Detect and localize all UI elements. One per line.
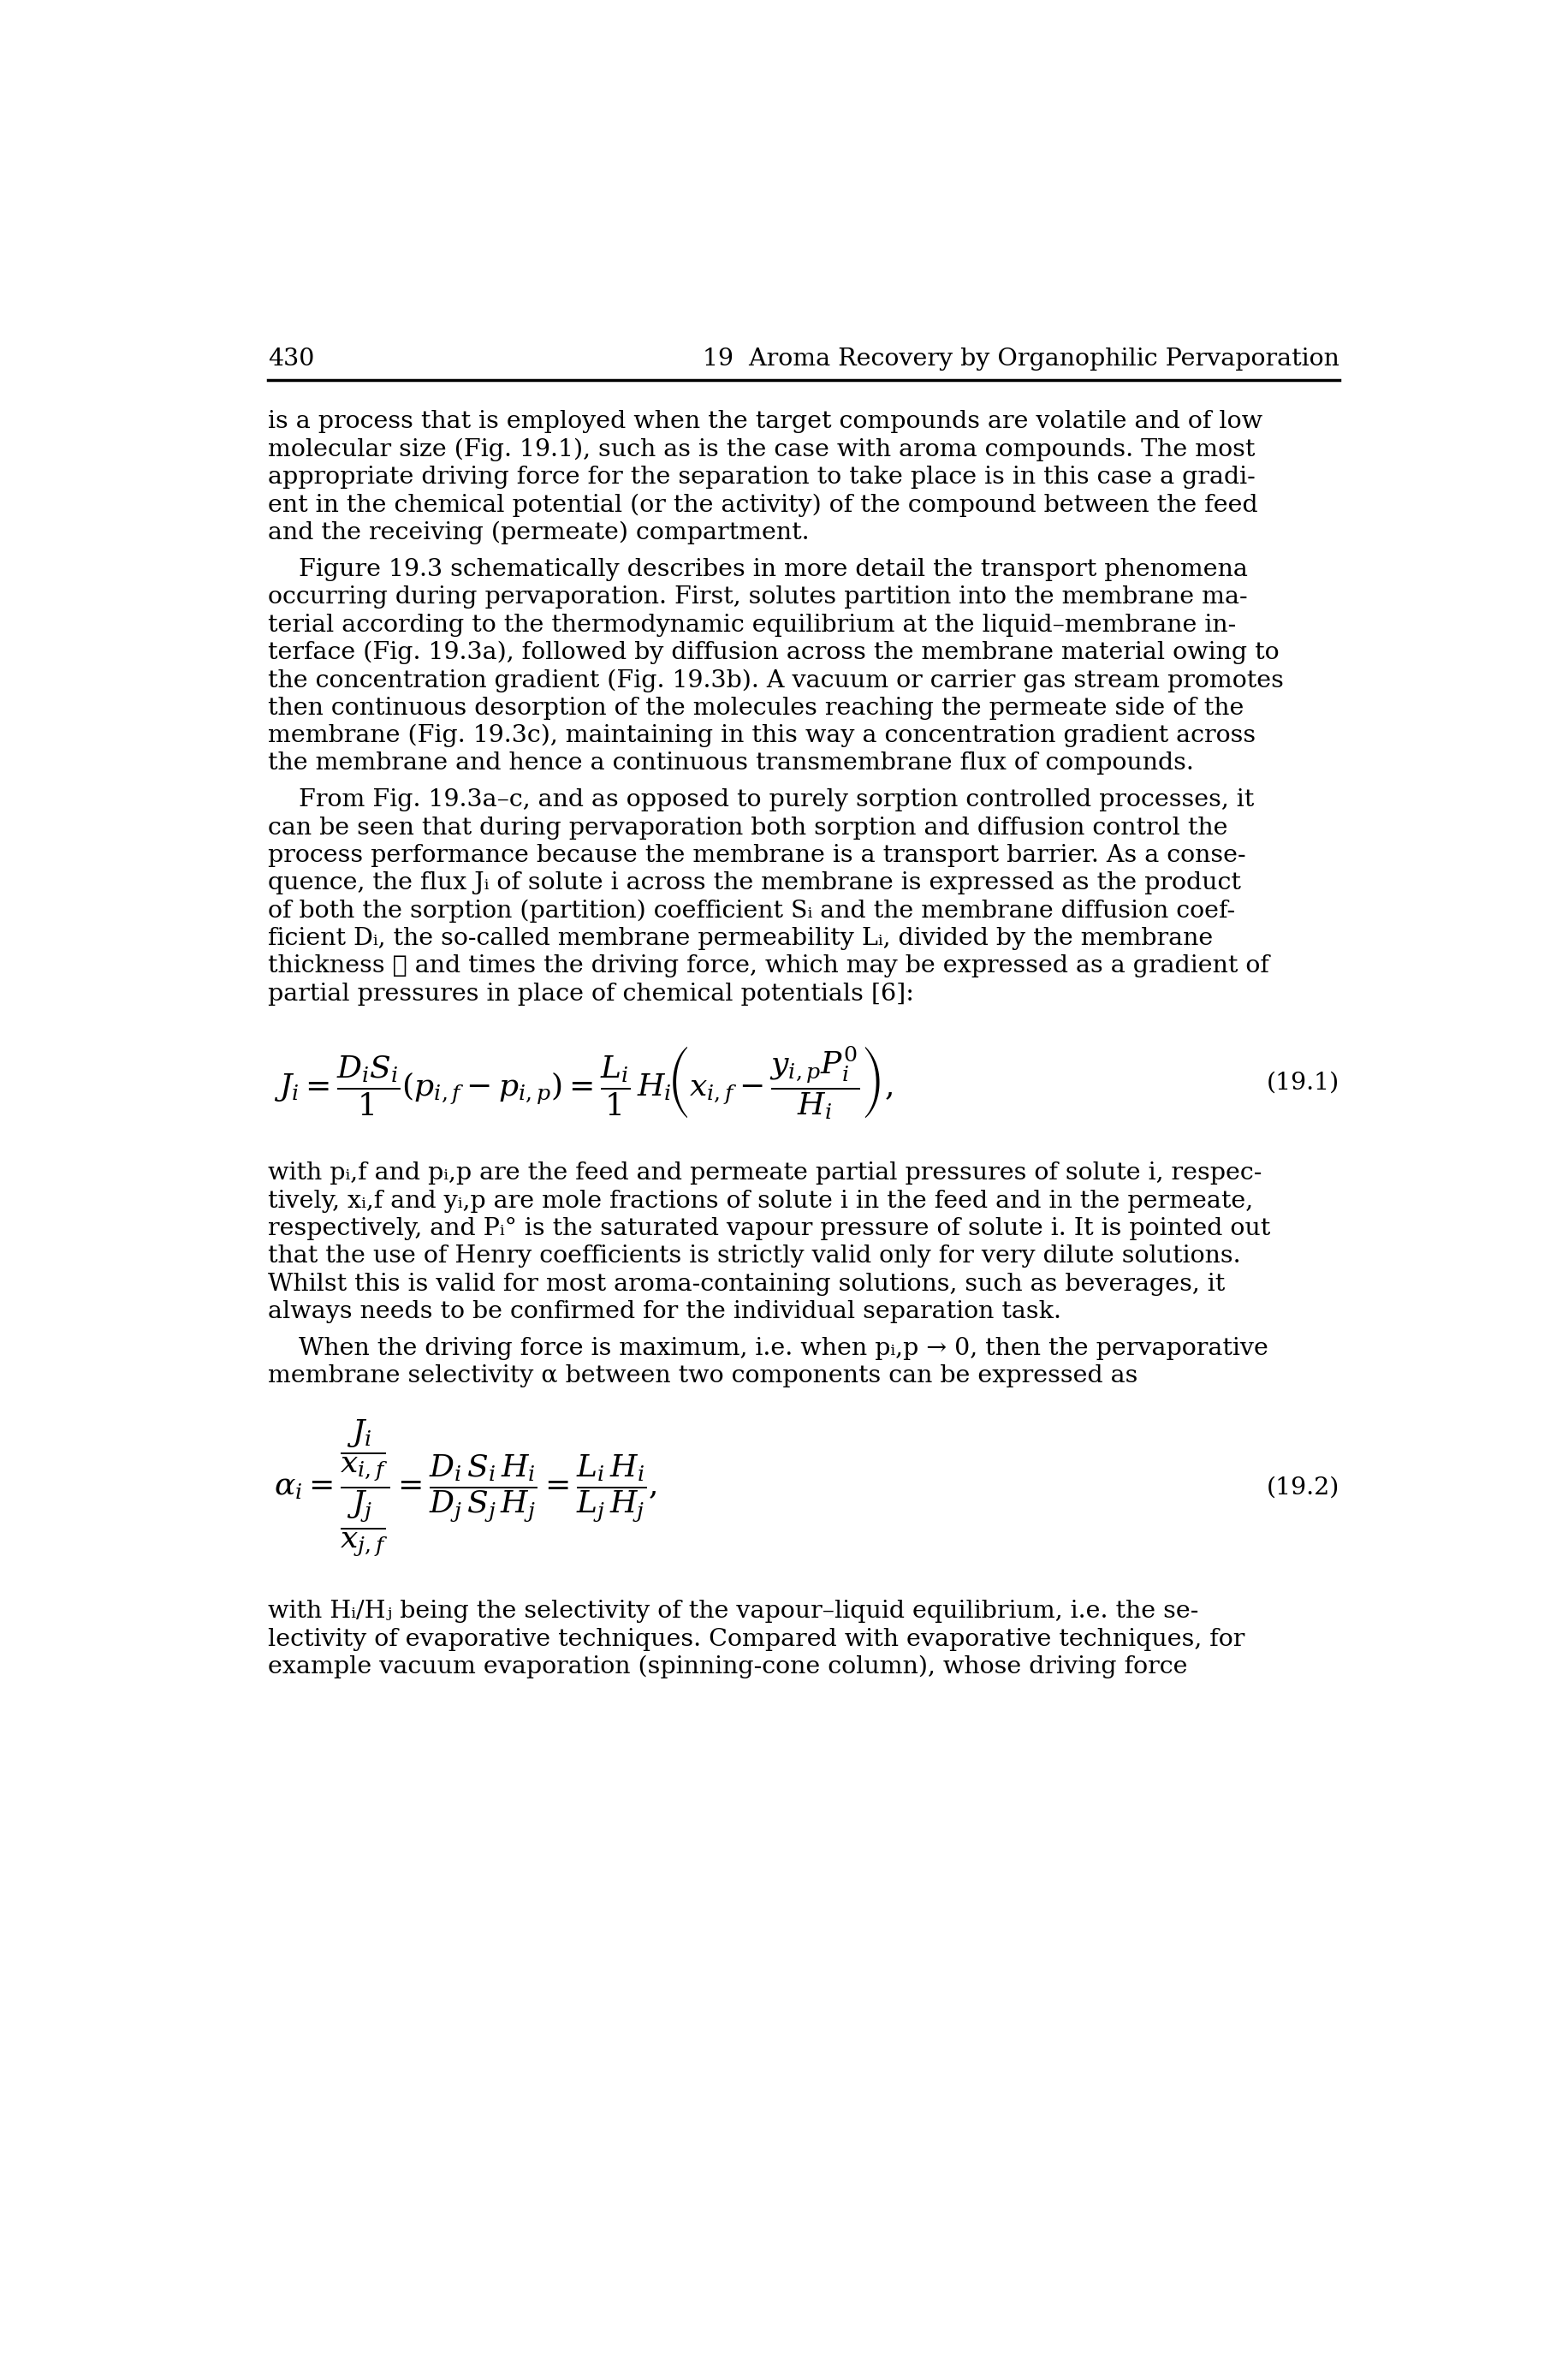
Text: terface (Fig. 19.3a), followed by diffusion across the membrane material owing t: terface (Fig. 19.3a), followed by diffus… — [268, 642, 1279, 665]
Text: From Fig. 19.3a–c, and as opposed to purely sorption controlled processes, it: From Fig. 19.3a–c, and as opposed to pur… — [268, 789, 1254, 813]
Text: that the use of Henry coefficients is strictly valid only for very dilute soluti: that the use of Henry coefficients is st… — [268, 1245, 1240, 1269]
Text: tively, xᵢ,f and yᵢ,p are mole fractions of solute i in the feed and in the perm: tively, xᵢ,f and yᵢ,p are mole fractions… — [268, 1190, 1253, 1212]
Text: ent in the chemical potential (or the activity) of the compound between the feed: ent in the chemical potential (or the ac… — [268, 494, 1258, 518]
Text: ficient Dᵢ, the so-called membrane permeability Lᵢ, divided by the membrane: ficient Dᵢ, the so-called membrane perme… — [268, 927, 1212, 950]
Text: the concentration gradient (Fig. 19.3b). A vacuum or carrier gas stream promotes: the concentration gradient (Fig. 19.3b).… — [268, 668, 1284, 691]
Text: Figure 19.3 schematically describes in more detail the transport phenomena: Figure 19.3 schematically describes in m… — [268, 558, 1248, 582]
Text: can be seen that during pervaporation both sorption and diffusion control the: can be seen that during pervaporation bo… — [268, 817, 1228, 839]
Text: the membrane and hence a continuous transmembrane flux of compounds.: the membrane and hence a continuous tran… — [268, 751, 1193, 775]
Text: thickness ℓ and times the driving force, which may be expressed as a gradient of: thickness ℓ and times the driving force,… — [268, 955, 1269, 979]
Text: example vacuum evaporation (spinning-cone column), whose driving force: example vacuum evaporation (spinning-con… — [268, 1656, 1187, 1680]
Text: partial pressures in place of chemical potentials [6]:: partial pressures in place of chemical p… — [268, 981, 914, 1005]
Text: then continuous desorption of the molecules reaching the permeate side of the: then continuous desorption of the molecu… — [268, 696, 1243, 720]
Text: membrane selectivity α between two components can be expressed as: membrane selectivity α between two compo… — [268, 1364, 1137, 1388]
Text: 19  Aroma Recovery by Organophilic Pervaporation: 19 Aroma Recovery by Organophilic Pervap… — [702, 347, 1339, 371]
Text: always needs to be confirmed for the individual separation task.: always needs to be confirmed for the ind… — [268, 1300, 1062, 1323]
Text: 430: 430 — [268, 347, 314, 371]
Text: (19.2): (19.2) — [1267, 1475, 1339, 1499]
Text: respectively, and Pᵢ° is the saturated vapour pressure of solute i. It is pointe: respectively, and Pᵢ° is the saturated v… — [268, 1217, 1270, 1240]
Text: quence, the flux Jᵢ of solute i across the membrane is expressed as the product: quence, the flux Jᵢ of solute i across t… — [268, 872, 1240, 896]
Text: occurring during pervaporation. First, solutes partition into the membrane ma-: occurring during pervaporation. First, s… — [268, 584, 1247, 608]
Text: terial according to the thermodynamic equilibrium at the liquid–membrane in-: terial according to the thermodynamic eq… — [268, 613, 1236, 637]
Text: $\alpha_i = \dfrac{\dfrac{J_i}{x_{i,f}}}{\dfrac{J_j}{x_{j,f}}} = \dfrac{D_i\, S_: $\alpha_i = \dfrac{\dfrac{J_i}{x_{i,f}}}… — [274, 1418, 657, 1559]
Text: molecular size (Fig. 19.1), such as is the case with aroma compounds. The most: molecular size (Fig. 19.1), such as is t… — [268, 437, 1254, 461]
Text: with Hᵢ/Hⱼ being the selectivity of the vapour–liquid equilibrium, i.e. the se-: with Hᵢ/Hⱼ being the selectivity of the … — [268, 1599, 1198, 1623]
Text: appropriate driving force for the separation to take place is in this case a gra: appropriate driving force for the separa… — [268, 466, 1254, 489]
Text: When the driving force is maximum, i.e. when pᵢ,p → 0, then the pervaporative: When the driving force is maximum, i.e. … — [268, 1338, 1269, 1359]
Text: Whilst this is valid for most aroma-containing solutions, such as beverages, it: Whilst this is valid for most aroma-cont… — [268, 1274, 1225, 1295]
Text: (19.1): (19.1) — [1267, 1072, 1339, 1093]
Text: lectivity of evaporative techniques. Compared with evaporative techniques, for: lectivity of evaporative techniques. Com… — [268, 1628, 1245, 1651]
Text: $J_i = \dfrac{D_i S_i}{1}\left(p_{i,f} - p_{i,p}\right)= \dfrac{L_i}{1}\, H_i\!\: $J_i = \dfrac{D_i S_i}{1}\left(p_{i,f} -… — [274, 1043, 894, 1121]
Text: is a process that is employed when the target compounds are volatile and of low: is a process that is employed when the t… — [268, 411, 1262, 432]
Text: process performance because the membrane is a transport barrier. As a conse-: process performance because the membrane… — [268, 843, 1245, 867]
Text: of both the sorption (partition) coefficient Sᵢ and the membrane diffusion coef-: of both the sorption (partition) coeffic… — [268, 901, 1236, 922]
Text: and the receiving (permeate) compartment.: and the receiving (permeate) compartment… — [268, 520, 809, 544]
Text: membrane (Fig. 19.3c), maintaining in this way a concentration gradient across: membrane (Fig. 19.3c), maintaining in th… — [268, 725, 1256, 748]
Text: with pᵢ,f and pᵢ,p are the feed and permeate partial pressures of solute i, resp: with pᵢ,f and pᵢ,p are the feed and perm… — [268, 1162, 1262, 1186]
